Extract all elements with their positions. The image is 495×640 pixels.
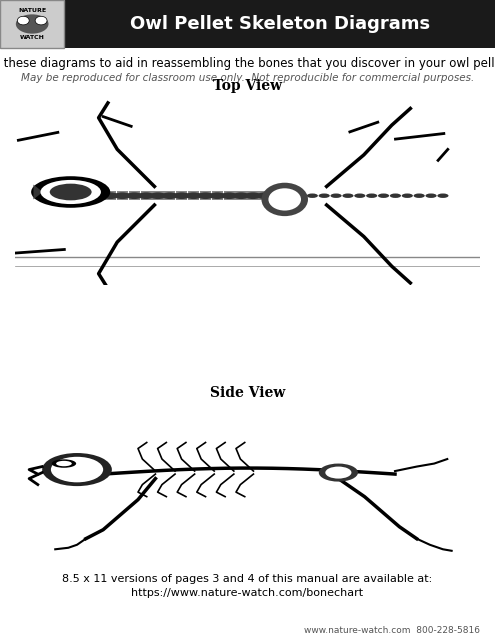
Bar xyxy=(141,191,151,200)
Circle shape xyxy=(126,193,143,199)
Circle shape xyxy=(149,193,166,199)
Circle shape xyxy=(209,193,226,199)
Circle shape xyxy=(438,193,448,198)
Circle shape xyxy=(102,193,119,199)
Circle shape xyxy=(402,193,413,198)
Circle shape xyxy=(90,193,107,199)
Polygon shape xyxy=(34,184,43,200)
Bar xyxy=(259,191,270,200)
Bar xyxy=(176,191,187,200)
Bar xyxy=(224,191,235,200)
Circle shape xyxy=(245,193,261,199)
Text: 8.5 x 11 versions of pages 3 and 4 of this manual are available at:: 8.5 x 11 versions of pages 3 and 4 of th… xyxy=(62,574,433,584)
Bar xyxy=(93,191,104,200)
Bar xyxy=(164,191,175,200)
Circle shape xyxy=(221,193,238,199)
Text: Use these diagrams to aid in reassembling the bones that you discover in your ow: Use these diagrams to aid in reassemblin… xyxy=(0,58,495,70)
Circle shape xyxy=(307,193,318,198)
Text: WATCH: WATCH xyxy=(20,35,45,40)
Circle shape xyxy=(52,460,76,468)
Circle shape xyxy=(17,16,29,25)
Text: Owl Pellet Skeleton Diagrams: Owl Pellet Skeleton Diagrams xyxy=(130,15,430,33)
Bar xyxy=(236,191,247,200)
Circle shape xyxy=(138,193,154,199)
Bar xyxy=(129,191,140,200)
Bar xyxy=(105,191,116,200)
Bar xyxy=(212,191,223,200)
Text: Top View: Top View xyxy=(213,79,282,93)
Text: https://www.nature-watch.com/bonechart: https://www.nature-watch.com/bonechart xyxy=(132,588,363,598)
Circle shape xyxy=(56,461,72,467)
Circle shape xyxy=(185,193,202,199)
Circle shape xyxy=(173,193,190,199)
Text: May be reproduced for classroom use only.  Not reproducible for commercial purpo: May be reproduced for classroom use only… xyxy=(21,73,474,83)
Circle shape xyxy=(366,193,377,198)
Text: NATURE: NATURE xyxy=(18,8,46,13)
Ellipse shape xyxy=(268,188,301,211)
Circle shape xyxy=(414,193,425,198)
Bar xyxy=(117,191,128,200)
Circle shape xyxy=(426,193,437,198)
Circle shape xyxy=(319,193,330,198)
Circle shape xyxy=(378,193,389,198)
Circle shape xyxy=(283,193,294,198)
Ellipse shape xyxy=(51,457,103,483)
Circle shape xyxy=(256,193,273,199)
Circle shape xyxy=(271,193,282,198)
Circle shape xyxy=(343,193,353,198)
Text: www.nature-watch.com  800-228-5816: www.nature-watch.com 800-228-5816 xyxy=(304,626,480,635)
Bar xyxy=(188,191,199,200)
Text: Side View: Side View xyxy=(210,386,285,400)
Circle shape xyxy=(233,193,249,199)
Bar xyxy=(200,191,211,200)
Bar xyxy=(0,0,64,48)
Circle shape xyxy=(354,193,365,198)
Circle shape xyxy=(114,193,131,199)
Circle shape xyxy=(41,180,101,204)
Ellipse shape xyxy=(16,14,49,34)
Circle shape xyxy=(161,193,178,199)
Ellipse shape xyxy=(319,463,358,482)
Circle shape xyxy=(50,184,92,200)
Ellipse shape xyxy=(42,453,112,486)
Circle shape xyxy=(35,16,47,25)
Circle shape xyxy=(31,176,110,208)
Circle shape xyxy=(331,193,342,198)
Ellipse shape xyxy=(325,467,351,479)
Bar xyxy=(248,191,258,200)
Ellipse shape xyxy=(261,182,308,216)
Circle shape xyxy=(295,193,306,198)
Bar xyxy=(64,0,495,48)
Circle shape xyxy=(197,193,214,199)
Bar xyxy=(152,191,163,200)
Circle shape xyxy=(390,193,401,198)
